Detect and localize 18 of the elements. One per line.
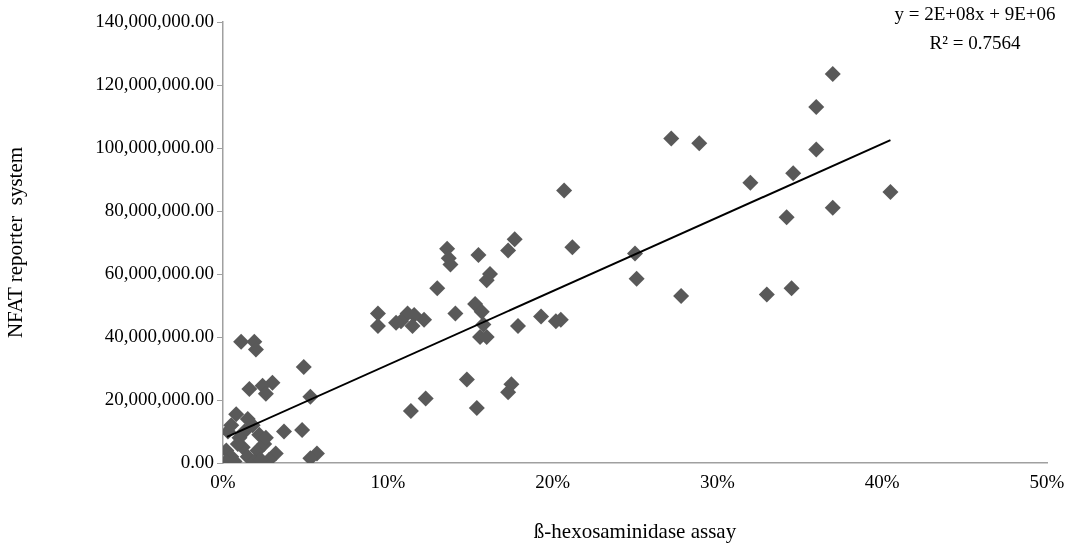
y-tick-label: 100,000,000.00 — [95, 135, 214, 157]
annotation: R² = 0.7564 — [929, 31, 1021, 53]
x-tick-label: 40% — [864, 471, 900, 493]
x-axis-title: ß-hexosaminidase assay — [533, 518, 737, 543]
annotation: y = 2E+08x + 9E+06 — [894, 2, 1056, 24]
x-tick-label: 10% — [370, 471, 406, 493]
x-tick-label: 0% — [210, 471, 236, 493]
y-tick-label: 40,000,000.00 — [104, 324, 214, 346]
x-tick-label: 20% — [535, 471, 571, 493]
y-tick-label: 120,000,000.00 — [95, 72, 214, 94]
y-tick-label: 60,000,000.00 — [104, 261, 214, 283]
y-tick-label: 0.00 — [180, 450, 214, 472]
y-tick-label: 80,000,000.00 — [104, 198, 214, 220]
y-axis-title: NFAT reporter system — [3, 146, 28, 339]
x-tick-label: 50% — [1029, 471, 1065, 493]
y-tick-label: 140,000,000.00 — [95, 9, 214, 31]
x-tick-label: 30% — [699, 471, 735, 493]
y-tick-label: 20,000,000.00 — [104, 387, 214, 409]
